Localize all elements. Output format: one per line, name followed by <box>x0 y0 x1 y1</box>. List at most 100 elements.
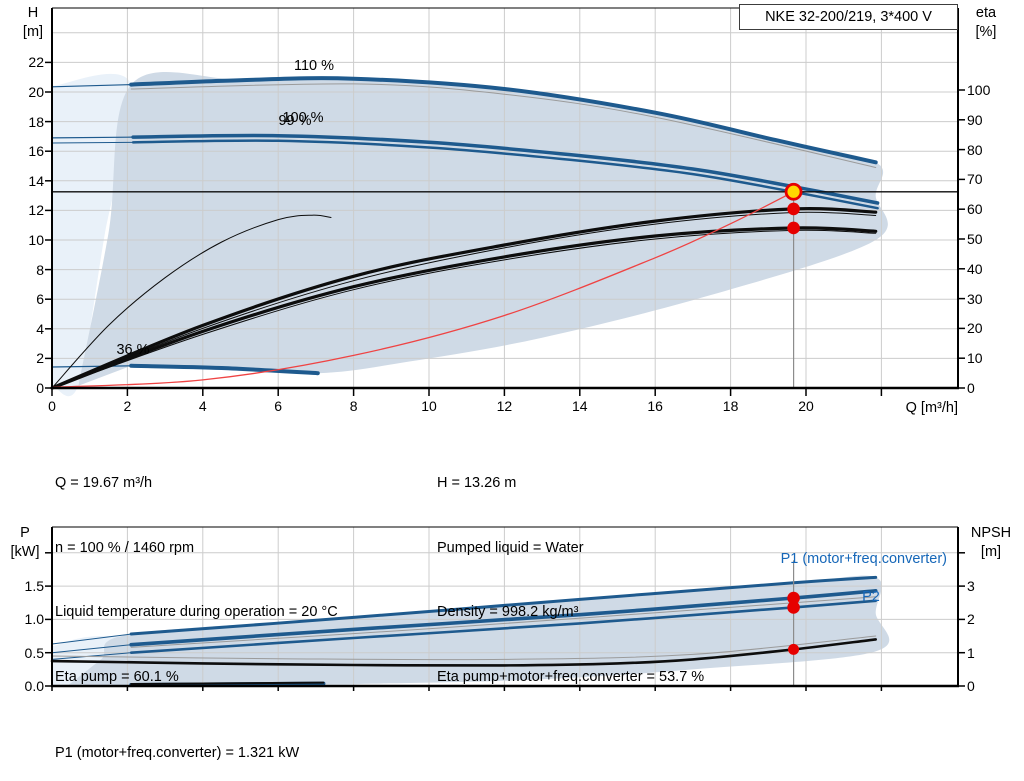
tick-label-x: 6 <box>274 398 283 414</box>
speed-100-label: 100 % <box>282 110 324 126</box>
duty-point <box>784 182 803 201</box>
tick-label-x: 10 <box>421 398 437 414</box>
curve-curve-110-lead <box>51 84 132 88</box>
tick-label-left: 0.5 <box>24 644 44 661</box>
tick-label-left: 10 <box>28 232 44 248</box>
p-axis-title: P [kW] <box>4 524 46 562</box>
npsh-axis-title: NPSH [m] <box>961 524 1021 562</box>
eta-axis-title: eta [%] <box>964 4 1008 42</box>
tick-label-left: 18 <box>28 113 44 130</box>
npsh-axis-title-line1: NPSH <box>970 525 1012 541</box>
tick-label-right: 1 <box>967 644 975 661</box>
curve-eta-total <box>50 226 878 390</box>
curve-curve-100 <box>131 133 880 205</box>
tick-label-right: 0 <box>967 678 975 694</box>
curve-curve-100-lead <box>51 136 134 139</box>
info-line: Eta pump+motor+freq.converter = 53.7 % <box>437 668 705 685</box>
p1-point <box>787 591 800 605</box>
tick-label-right: 90 <box>967 111 983 128</box>
tick-label-x: 2 <box>123 398 132 414</box>
h-axis-title-line2: [m] <box>22 24 44 40</box>
tick-label-x: 18 <box>722 398 739 414</box>
region-light <box>52 73 133 397</box>
curve-curve-110 <box>129 76 878 165</box>
info-line: Eta pump = 60.1 % <box>55 668 179 685</box>
h-axis-title-line1: H <box>27 5 39 21</box>
tick-label-left: 16 <box>28 143 44 160</box>
speed-99-label: 99 % <box>278 113 312 129</box>
tick-label-right: 40 <box>967 260 983 277</box>
tick-label-right: 20 <box>967 320 983 337</box>
curve-p1-lead <box>51 644 132 654</box>
tick-label-x: 0 <box>48 398 56 414</box>
pump-title-box: NKE 32-200/219, 3*400 V <box>739 4 958 30</box>
tick-label-right: 10 <box>967 350 983 367</box>
tick-label-left: 22 <box>28 54 44 71</box>
tick-label-left: 1.5 <box>24 578 44 595</box>
curve-p110-lead <box>51 633 132 645</box>
tick-label-left: 20 <box>28 84 44 100</box>
curve-npsh-companion <box>51 635 877 661</box>
info-line: Q = 19.67 m³/h <box>55 475 153 491</box>
tick-label-right: 0 <box>967 380 975 396</box>
tick-label-x: 16 <box>647 398 663 414</box>
tick-label-left: 6 <box>36 291 44 308</box>
curve-p2-lead <box>51 652 132 660</box>
tick-label-left: 1.0 <box>24 611 44 628</box>
tick-label-left: 14 <box>28 172 44 189</box>
curve-eta-total-thin <box>51 229 877 389</box>
curve-npsh <box>50 638 877 667</box>
tick-label-left: 12 <box>28 202 44 219</box>
tick-label-right: 70 <box>967 171 983 188</box>
curve-eta-curve-partial <box>51 214 332 389</box>
tick-label-left: 0 <box>36 380 44 396</box>
power-info: P1 (motor+freq.converter) = 1.321 kW P2 … <box>55 700 299 781</box>
curve-p110 <box>129 575 878 636</box>
curve-p1-companion <box>130 596 877 648</box>
tick-label-left: 4 <box>36 320 44 337</box>
pump-title: NKE 32-200/219, 3*400 V <box>765 9 932 25</box>
eta-axis-title-line2: [%] <box>975 24 997 40</box>
speed-36-label: 36 % <box>116 342 150 358</box>
p-axis-title-line2: [kW] <box>10 544 40 560</box>
info-line: n = 100 % / 1460 rpm <box>55 539 195 556</box>
tick-label-left: 2 <box>36 350 44 367</box>
tick-label-x: 12 <box>496 398 513 414</box>
p2-point <box>787 601 800 614</box>
tick-label-right: 50 <box>967 231 983 247</box>
eta-pump-point <box>787 202 800 216</box>
tick-label-x: 8 <box>349 398 358 414</box>
eta-total-point <box>787 221 800 235</box>
p1-curve-label: P1 (motor+freq.converter) <box>780 551 947 567</box>
speed-110-label: 110 % <box>293 58 335 74</box>
curve-control-curve <box>51 191 795 388</box>
q-axis-title: Q [m³/h] <box>905 400 958 416</box>
tick-label-x: 20 <box>798 398 814 414</box>
info-line: H = 13.26 m <box>437 475 517 491</box>
tick-label-right: 3 <box>967 578 975 595</box>
duty-info-left: Q = 19.67 m³/h n = 100 % / 1460 rpm Liqu… <box>55 430 338 731</box>
tick-label-right: 80 <box>967 141 983 158</box>
p2-curve-label: P2 <box>862 589 880 605</box>
curve-curve-99-lead <box>51 141 134 144</box>
info-line: Pumped liquid = Water <box>437 539 584 556</box>
curve-curve-min-lead <box>51 365 132 368</box>
tick-label-right: 2 <box>967 611 975 628</box>
h-axis-title: H [m] <box>15 4 51 42</box>
tick-label-right: 30 <box>967 290 983 307</box>
curve-curve-min <box>129 363 320 376</box>
curve-eta-pump-thin <box>51 211 877 389</box>
tick-label-x: 14 <box>572 398 588 414</box>
curve-pmin-black <box>130 681 325 686</box>
curve-curve-110-shadow <box>130 83 877 168</box>
tick-label-left: 0.0 <box>24 678 44 694</box>
info-line: P1 (motor+freq.converter) = 1.321 kW <box>55 745 300 761</box>
p-axis-title-line1: P <box>20 525 30 541</box>
tick-label-left: 8 <box>36 261 44 278</box>
curve-eta-pump <box>50 207 878 390</box>
tick-label-x: 4 <box>198 398 207 414</box>
tick-label-right: 60 <box>967 201 983 218</box>
duty-info-right: H = 13.26 m Pumped liquid = Water Densit… <box>437 430 704 731</box>
